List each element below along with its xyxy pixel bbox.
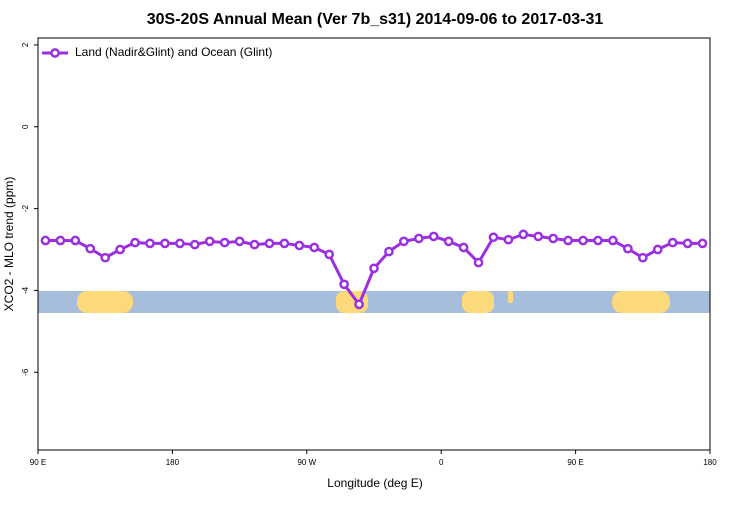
data-point [399, 236, 409, 247]
y-tick-label: -6 [21, 368, 30, 376]
data-point [593, 235, 603, 246]
land-strip [38, 291, 710, 313]
data-point [234, 236, 245, 247]
data-point [533, 231, 544, 242]
x-tick-label: 180 [703, 458, 717, 467]
data-point [652, 244, 663, 255]
data-point [473, 257, 484, 268]
data-point [637, 252, 648, 263]
ocean-band [38, 291, 710, 313]
data-point [578, 235, 588, 246]
data-point [503, 234, 514, 245]
x-tick-label: 180 [166, 458, 180, 467]
data-point [623, 243, 633, 254]
data-point [100, 252, 111, 263]
y-tick-label: -4 [21, 286, 30, 294]
data-point [55, 235, 66, 246]
data-point [249, 239, 260, 250]
data-point [204, 236, 215, 247]
data-point [488, 232, 499, 243]
legend-label: Land (Nadir&Glint) and Ocean (Glint) [75, 45, 272, 59]
x-tick-label: 90 W [297, 458, 316, 467]
land-patch [612, 291, 670, 313]
legend-marker [50, 48, 60, 58]
data-point [428, 231, 439, 242]
x-tick-label: 0 [439, 458, 444, 467]
data-point [563, 235, 573, 246]
data-point [608, 235, 618, 246]
data-point [697, 238, 708, 249]
y-tick-label: 0 [21, 124, 30, 129]
data-point [339, 279, 349, 290]
data-point [85, 243, 96, 254]
x-tick-label: 90 E [30, 458, 46, 467]
y-tick-label: -2 [21, 205, 30, 213]
data-point [309, 242, 320, 253]
data-point [413, 233, 424, 244]
x-axis-label: Longitude (deg E) [327, 476, 422, 490]
data-point [115, 244, 125, 255]
data-point [264, 238, 275, 249]
data-point [219, 237, 230, 248]
data-point [279, 238, 290, 249]
data-point [40, 235, 51, 246]
data-point [145, 238, 155, 249]
data-point [130, 237, 140, 248]
data-point [518, 229, 529, 240]
land-patch [77, 291, 133, 313]
plot-frame [37, 37, 711, 451]
data-point [160, 238, 170, 249]
land-patch [462, 291, 494, 313]
data-point [354, 299, 364, 310]
data-point [682, 238, 693, 249]
x-tick-label: 90 E [567, 458, 583, 467]
y-axis-label: XCO2 - MLO trend (ppm) [2, 177, 16, 312]
y-tick-label: 2 [21, 42, 30, 47]
data-point [667, 237, 678, 248]
data-point [189, 239, 200, 250]
data-point [324, 249, 335, 260]
data-point [458, 242, 469, 253]
data-point [548, 233, 559, 244]
data-point [294, 240, 305, 251]
data-point [384, 246, 394, 257]
data-point [175, 238, 185, 249]
land-patch [508, 291, 513, 303]
data-point [369, 263, 379, 274]
data-point [443, 236, 454, 247]
data-point [70, 235, 81, 246]
chart-title: 30S-20S Annual Mean (Ver 7b_s31) 2014-09… [147, 11, 604, 28]
